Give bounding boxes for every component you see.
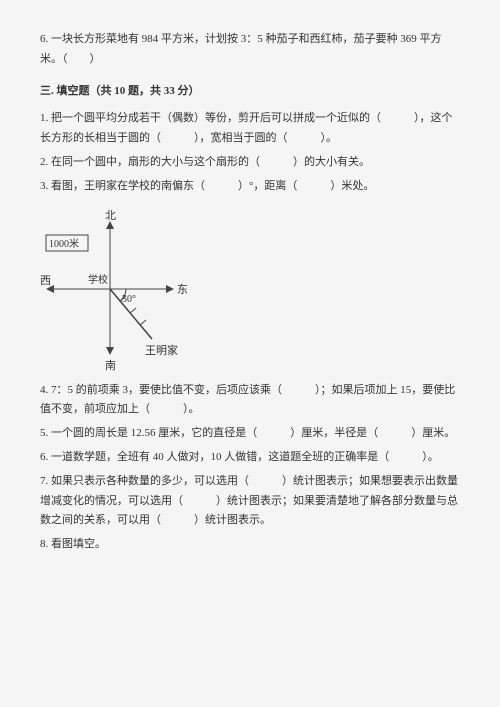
tick-2 bbox=[130, 308, 136, 313]
scale-label: 1000米 bbox=[49, 237, 79, 250]
label-east: 东 bbox=[177, 283, 188, 296]
question-3-2: 2. 在同一个圆中，扇形的大小与这个扇形的（ ）的大小有关。 bbox=[40, 153, 460, 173]
tick-3 bbox=[140, 320, 146, 325]
question-3-8: 8. 看图填空。 bbox=[40, 535, 460, 555]
question-3-3: 3. 看图，王明家在学校的南偏东（ ）°，距离（ ）米处。 bbox=[40, 177, 460, 197]
diagram-svg: 1000米 北 南 东 西 学校 50° 王明家 bbox=[40, 209, 200, 379]
label-school: 学校 bbox=[88, 273, 108, 286]
question-6: 6. 一块长方形菜地有 984 平方米，计划按 3：5 种茄子和西红柿，茄子要种… bbox=[40, 30, 460, 70]
question-3-7: 7. 如果只表示各种数量的多少，可以选用（ ）统计图表示；如果想要表示出数量增减… bbox=[40, 472, 460, 531]
section-3-title: 三. 填空题（共 10 题，共 33 分） bbox=[40, 82, 460, 102]
compass-diagram: 1000米 北 南 东 西 学校 50° 王明家 bbox=[40, 209, 180, 369]
arrow-east bbox=[166, 285, 174, 293]
question-3-1: 1. 把一个圆平均分成若干（偶数）等份，剪开后可以拼成一个近似的（ ），这个长方… bbox=[40, 109, 460, 149]
label-south: 南 bbox=[105, 359, 116, 372]
label-north: 北 bbox=[105, 209, 116, 222]
angle-label: 50° bbox=[122, 294, 136, 305]
arrow-north bbox=[106, 221, 114, 229]
label-home: 王明家 bbox=[145, 343, 178, 357]
q6-text: 6. 一块长方形菜地有 984 平方米，计划按 3：5 种茄子和西红柿，茄子要种… bbox=[40, 33, 442, 65]
label-west: 西 bbox=[40, 275, 51, 287]
question-3-6: 6. 一道数学题，全班有 40 人做对，10 人做错，这道题全班的正确率是（ ）… bbox=[40, 448, 460, 468]
question-3-5: 5. 一个圆的周长是 12.56 厘米，它的直径是（ ）厘米，半径是（ ）厘米。 bbox=[40, 424, 460, 444]
question-3-4: 4. 7：5 的前项乘 3，要使比值不变，后项应该乘（ ）；如果后项加上 15，… bbox=[40, 381, 460, 421]
arrow-south bbox=[106, 347, 114, 355]
